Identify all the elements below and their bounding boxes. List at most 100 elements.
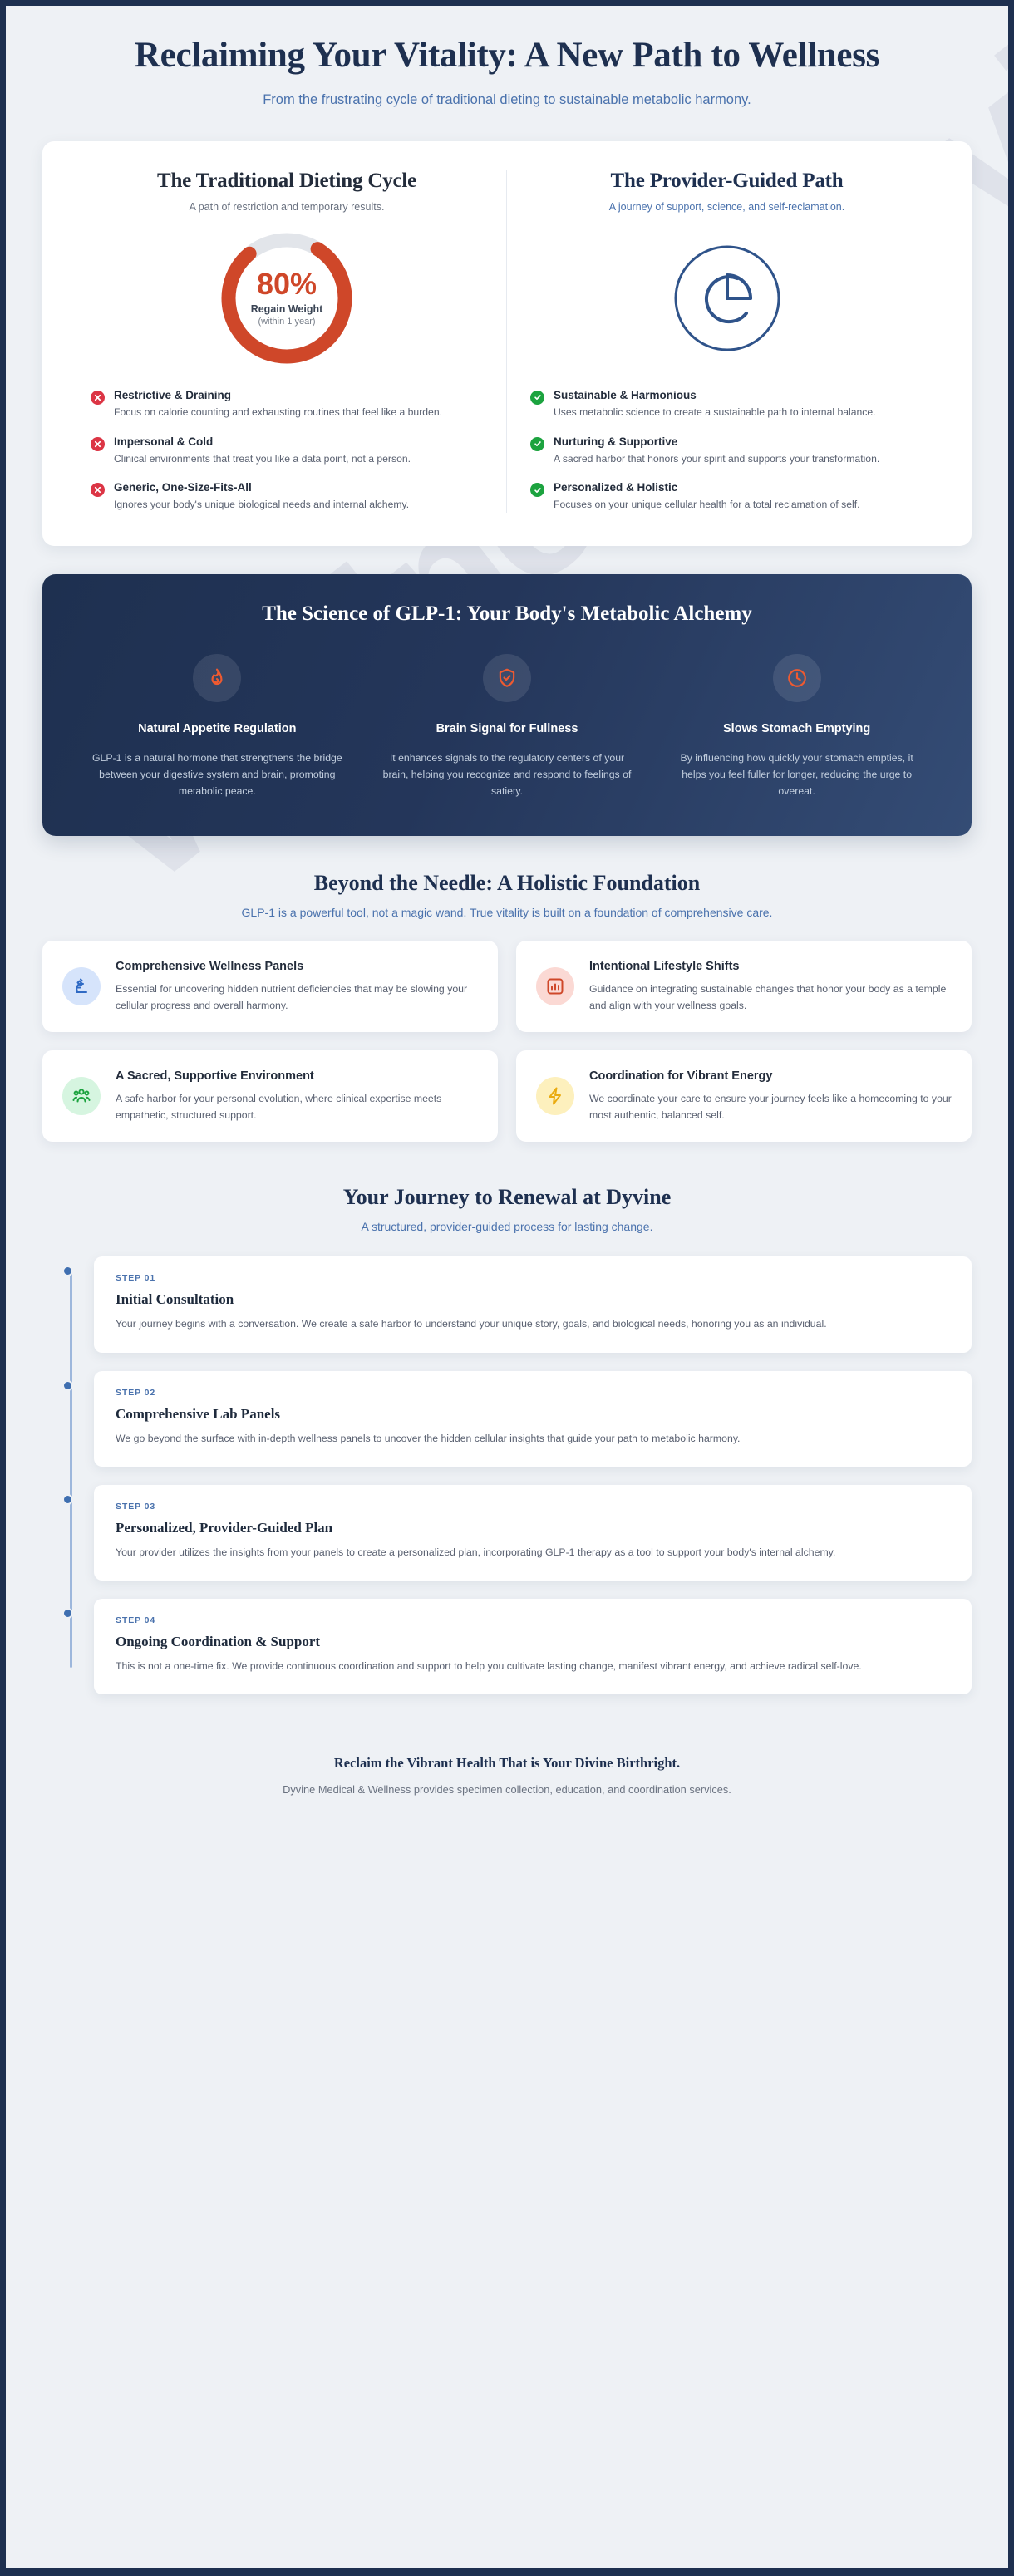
science-column-title: Natural Appetite Regulation [138, 722, 297, 736]
step-number: STEP 03 [116, 1501, 156, 1512]
holistic-card-wellness-panels: Comprehensive Wellness Panels Essential … [42, 941, 498, 1033]
journey-title: Your Journey to Renewal at Dyvine [342, 1185, 672, 1210]
list-item: Impersonal & Cold Clinical environments … [91, 435, 483, 467]
holistic-card-coordination: Coordination for Vibrant Energy We coord… [516, 1050, 972, 1143]
list-item: Nurturing & Supportive A sacred harbor t… [530, 435, 923, 467]
list-item-title: Nurturing & Supportive [554, 435, 678, 448]
list-item-title: Sustainable & Harmonious [554, 388, 697, 401]
list-item: Personalized & Holistic Focuses on your … [530, 481, 923, 513]
provider-column: The Provider-Guided Path A journey of su… [507, 170, 947, 514]
traditional-feature-list: Restrictive & Draining Focus on calorie … [91, 389, 483, 514]
page-title: Reclaiming Your Vitality: A New Path to … [134, 36, 880, 75]
timeline-line [70, 1268, 72, 1669]
check-glyph [534, 395, 541, 401]
step-text: This is not a one-time fix. We provide c… [116, 1660, 862, 1673]
bar-chart-icon [536, 967, 574, 1006]
timeline-card: STEP 02 Comprehensive Lab Panels We go b… [94, 1370, 972, 1467]
holistic-grid: Comprehensive Wellness Panels Essential … [42, 941, 972, 1143]
flame-icon [193, 654, 242, 703]
donut-note: (within 1 year) [258, 317, 316, 327]
holistic-card-text: A safe harbor for your personal evolutio… [116, 1092, 442, 1121]
holistic-subtitle: GLP-1 is a powerful tool, not a magic wa… [241, 906, 773, 920]
provider-feature-list: Sustainable & Harmonious Uses metabolic … [530, 389, 923, 514]
step-title: Comprehensive Lab Panels [116, 1405, 281, 1422]
check-circle-icon [530, 390, 544, 405]
lightning-glyph [549, 1087, 561, 1105]
traditional-title: The Traditional Dieting Cycle [156, 169, 417, 192]
holistic-card-title: Intentional Lifestyle Shifts [589, 960, 740, 974]
science-column-title: Slows Stomach Emptying [723, 722, 871, 736]
donut-center-labels: 80% Regain Weight (within 1 year) [216, 228, 357, 369]
traditional-subtitle: A path of restriction and temporary resu… [189, 200, 385, 213]
science-grid: Natural Appetite Regulation GLP-1 is a n… [72, 654, 942, 799]
science-column-text: GLP-1 is a natural hormone that strength… [91, 751, 342, 798]
check-glyph [534, 488, 541, 493]
traditional-column: The Traditional Dieting Cycle A path of … [67, 169, 507, 514]
provider-subtitle: A journey of support, science, and self-… [608, 200, 845, 213]
holistic-header: Beyond the Needle: A Holistic Foundation… [42, 871, 972, 919]
clock-icon [772, 654, 821, 703]
microscope-glyph [76, 978, 87, 994]
microscope-icon [62, 967, 101, 1006]
step-text: Your journey begins with a conversation.… [116, 1318, 827, 1330]
donut-percent: 80% [256, 267, 317, 302]
shield-check-glyph [499, 668, 515, 688]
check-glyph [534, 441, 541, 446]
step-title: Initial Consultation [116, 1291, 234, 1308]
donut-svg [221, 233, 352, 364]
holistic-card-title: Comprehensive Wellness Panels [116, 960, 304, 974]
list-item-text: Uses metabolic science to create a susta… [554, 406, 876, 418]
step-title: Personalized, Provider-Guided Plan [116, 1519, 333, 1536]
science-column-text: It enhances signals to the regulatory ce… [382, 751, 632, 798]
donut-label: Regain Weight [250, 303, 323, 316]
timeline-card: STEP 01 Initial Consultation Your journe… [94, 1256, 972, 1353]
provider-icon-wrap [530, 219, 923, 377]
holistic-card-text: Essential for uncovering hidden nutrient… [116, 983, 468, 1011]
bar-chart-glyph [547, 978, 564, 995]
list-item-text: Focus on calorie counting and exhausting… [114, 406, 442, 418]
step-number: STEP 04 [116, 1615, 156, 1626]
science-column-title: Brain Signal for Fullness [436, 722, 578, 736]
list-item: Restrictive & Draining Focus on calorie … [91, 389, 483, 420]
step-number: STEP 02 [116, 1387, 156, 1398]
journey-timeline: STEP 01 Initial Consultation Your journe… [42, 1256, 972, 1695]
step-number: STEP 01 [116, 1273, 156, 1284]
comparison-card: The Traditional Dieting Cycle A path of … [42, 140, 972, 547]
science-section: The Science of GLP-1: Your Body's Metabo… [42, 574, 972, 837]
holistic-title: Beyond the Needle: A Holistic Foundation [313, 871, 701, 896]
journey-section: Your Journey to Renewal at Dyvine A stru… [6, 1185, 1008, 1695]
science-column-text: By influencing how quickly your stomach … [680, 751, 913, 798]
timeline-card: STEP 04 Ongoing Coordination & Support T… [94, 1599, 972, 1695]
holistic-section: Beyond the Needle: A Holistic Foundation… [6, 871, 1008, 1143]
list-item-text: Ignores your body's unique biological ne… [114, 499, 410, 511]
timeline-step: STEP 04 Ongoing Coordination & Support T… [62, 1599, 972, 1695]
hero-section: Reclaiming Your Vitality: A New Path to … [6, 6, 1008, 130]
list-item-title: Generic, One-Size-Fits-All [114, 481, 252, 494]
users-icon [62, 1077, 101, 1116]
list-item: Generic, One-Size-Fits-All Ignores your … [91, 481, 483, 513]
shield-check-icon [482, 654, 531, 703]
footer-headline: Reclaim the Vibrant Health That is Your … [333, 1755, 681, 1772]
regain-weight-donut-chart: 80% Regain Weight (within 1 year) [216, 228, 357, 369]
timeline-dot-icon [62, 1493, 73, 1505]
holistic-card-text: We coordinate your care to ensure your j… [589, 1092, 952, 1121]
timeline-step: STEP 01 Initial Consultation Your journe… [62, 1256, 972, 1353]
step-title: Ongoing Coordination & Support [116, 1634, 321, 1650]
flame-glyph [211, 668, 223, 686]
science-column: Natural Appetite Regulation GLP-1 is a n… [72, 654, 362, 799]
holistic-card-text: Guidance on integrating sustainable chan… [589, 983, 947, 1011]
clock-glyph [787, 669, 806, 688]
science-column: Slows Stomach Emptying By influencing ho… [652, 654, 942, 799]
timeline-dot-icon [62, 1608, 73, 1620]
users-glyph [72, 1089, 91, 1103]
donut-chart-wrap: 80% Regain Weight (within 1 year) [91, 219, 483, 377]
check-circle-icon [530, 483, 544, 498]
journey-subtitle: A structured, provider-guided process fo… [361, 1220, 653, 1234]
timeline-step: STEP 03 Personalized, Provider-Guided Pl… [62, 1484, 972, 1581]
x-circle-icon [91, 436, 105, 451]
pie-chart-icon [674, 245, 780, 351]
provider-title: The Provider-Guided Path [610, 169, 844, 192]
step-text: We go beyond the surface with in-depth w… [116, 1432, 741, 1444]
list-item: Sustainable & Harmonious Uses metabolic … [530, 389, 923, 420]
